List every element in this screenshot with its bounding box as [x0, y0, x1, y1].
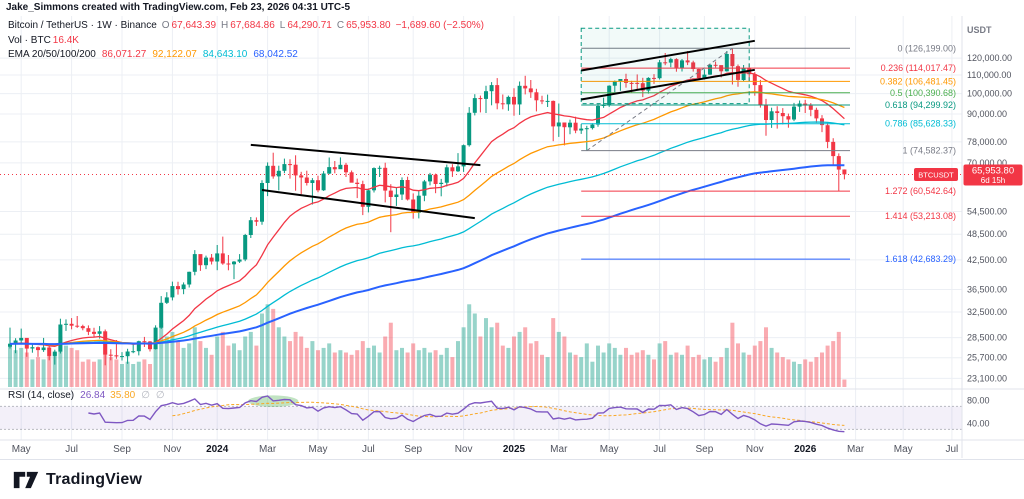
volume-label[interactable]: Vol · BTC — [8, 34, 51, 46]
ohlc-l-value: 64,290.71 — [287, 20, 332, 31]
svg-text:28,500.00: 28,500.00 — [967, 333, 1007, 343]
fib-level-label: 1.618 (42,683.29) — [885, 254, 956, 264]
symbol-price-badge — [914, 168, 958, 181]
rsi-plot[interactable] — [88, 395, 845, 433]
symbol-ohlc-row: Bitcoin / TetherUS · 1W · Binance O 67,643… — [8, 19, 484, 34]
svg-text:May: May — [309, 444, 328, 455]
rsi-settings-icon[interactable]: ∅ — [155, 390, 165, 401]
time-axis[interactable]: May Jul Sep Nov 2024 Mar May Jul Sep Nov 2025 Mar Ma… — [12, 444, 959, 455]
svg-text:May: May — [600, 444, 619, 455]
bar-countdown: 6d 15h — [981, 176, 1005, 185]
svg-text:2025: 2025 — [503, 444, 526, 455]
svg-text:78,000.00: 78,000.00 — [967, 137, 1007, 147]
rsi-value: 26.84 — [80, 390, 106, 401]
svg-text:May: May — [12, 444, 31, 455]
svg-text:110,000.00: 110,000.00 — [967, 70, 1011, 80]
svg-text:70,000.00: 70,000.00 — [967, 158, 1007, 168]
attribution-text: Jake_Simmons created with TradingView.co… — [6, 2, 351, 13]
rsi-indicator-legend: RSI (14, close) 26.84 35.80 ∅ ∅ — [8, 390, 165, 401]
svg-text:BTCUSDT: BTCUSDT — [918, 171, 954, 180]
svg-text:2024: 2024 — [206, 444, 229, 455]
svg-text:Sep: Sep — [696, 444, 714, 455]
ohlc-l-label: L — [279, 20, 286, 31]
price-axis[interactable]: USDT 120,000.00 110,000.00 100,000.00 90,000… — [914, 25, 1023, 429]
ohlc-o-label: O — [161, 20, 170, 31]
ema-label[interactable]: EMA 20/50/100/200 — [8, 49, 96, 60]
footer-bar: TradingView — [0, 459, 1024, 499]
tradingview-logo-text[interactable]: TradingView — [46, 470, 143, 488]
fib-level-label: 0.5 (100,390.68) — [890, 88, 956, 98]
svg-text:65,953.80: 65,953.80 — [972, 166, 1014, 177]
fib-level-label: 1.414 (53,213.08) — [885, 211, 956, 221]
attribution-bar: Jake_Simmons created with TradingView.co… — [0, 0, 1024, 16]
svg-text:48,500.00: 48,500.00 — [967, 229, 1007, 239]
svg-text:32,500.00: 32,500.00 — [967, 307, 1007, 317]
ema20-value: 86,071.27 — [101, 49, 147, 60]
svg-text:54,500.00: 54,500.00 — [967, 207, 1007, 217]
fib-level-label: 0.236 (114,017.47) — [881, 63, 956, 73]
svg-text:Nov: Nov — [455, 444, 473, 455]
svg-text:36,500.00: 36,500.00 — [967, 285, 1007, 295]
ema100-value: 84,643.10 — [202, 49, 248, 60]
svg-text:42,500.00: 42,500.00 — [967, 255, 1007, 265]
svg-text:Mar: Mar — [259, 444, 277, 455]
svg-text:Jul: Jul — [946, 444, 959, 455]
svg-text:80.00: 80.00 — [967, 396, 990, 406]
svg-text:Sep: Sep — [404, 444, 422, 455]
chart-legend: Bitcoin / TetherUS · 1W · Binance O 67,643… — [8, 19, 484, 63]
ema-row: EMA 20/50/100/200 86,071.27 92,122.07 84,64… — [8, 48, 484, 63]
svg-text:Sep: Sep — [113, 444, 131, 455]
svg-text:Mar: Mar — [847, 444, 865, 455]
svg-text:90,000.00: 90,000.00 — [967, 109, 1007, 119]
tradingview-logo-icon[interactable] — [13, 469, 39, 491]
trendline-drawings[interactable] — [250, 27, 755, 220]
rsi-band — [0, 405, 962, 430]
fib-level-label: 0 (126,199.00) — [897, 43, 956, 53]
fib-level-label: 1.272 (60,542.64) — [885, 186, 956, 196]
ohlc-c-value: 65,953.80 — [346, 20, 391, 31]
ema-lines[interactable] — [9, 71, 845, 347]
rsi-title[interactable]: RSI (14, close) — [8, 390, 75, 401]
svg-text:Mar: Mar — [550, 444, 568, 455]
svg-text:100,000.00: 100,000.00 — [967, 89, 1012, 99]
fib-level-label: 0.382 (106,481.45) — [880, 76, 956, 86]
svg-text:120,000.00: 120,000.00 — [967, 53, 1012, 63]
svg-text:Jul: Jul — [65, 444, 78, 455]
ohlc-change: −1,689.60 (−2.50%) — [395, 20, 484, 31]
volume-value: 16.4K — [52, 34, 79, 46]
volume-bars — [8, 304, 847, 387]
current-price-label — [963, 164, 1023, 186]
svg-text:25,700.00: 25,700.00 — [967, 353, 1007, 363]
fib-level-label: 1 (74,582.37) — [902, 146, 956, 156]
ohlc-o-value: 67,643.39 — [171, 20, 217, 31]
ohlc-c-label: C — [336, 20, 345, 31]
fib-level-label: 0.786 (85,628.33) — [885, 119, 956, 129]
svg-text:May: May — [894, 444, 913, 455]
svg-text:23,100.00: 23,100.00 — [967, 373, 1007, 383]
fib-retracement[interactable]: 0 (126,199.00) 0.236 (114,017.47) 0.382 (1… — [581, 43, 956, 264]
svg-text:2026: 2026 — [794, 444, 817, 455]
svg-text:Jul: Jul — [653, 444, 666, 455]
fib-level-label: 0.618 (94,299.92) — [885, 100, 956, 110]
symbol-title[interactable]: Bitcoin / TetherUS · 1W · Binance — [8, 20, 157, 31]
pane-separators — [0, 16, 1024, 458]
svg-text:40.00: 40.00 — [967, 419, 990, 429]
svg-text:Jul: Jul — [362, 444, 375, 455]
ema50-value: 92,122.07 — [152, 49, 197, 60]
rsi-hide-icon[interactable]: ∅ — [141, 390, 150, 401]
svg-text:Nov: Nov — [164, 444, 182, 455]
ohlc-h-label: H — [221, 20, 229, 31]
ema200-value: 68,042.52 — [253, 49, 298, 60]
svg-text:Nov: Nov — [746, 444, 764, 455]
rsi-ma-value: 35.80 — [110, 390, 136, 401]
volume-row: Vol · BTC 16.4K — [8, 34, 484, 49]
ohlc-h-value: 67,684.86 — [230, 20, 275, 31]
svg-text:USDT: USDT — [967, 25, 992, 35]
